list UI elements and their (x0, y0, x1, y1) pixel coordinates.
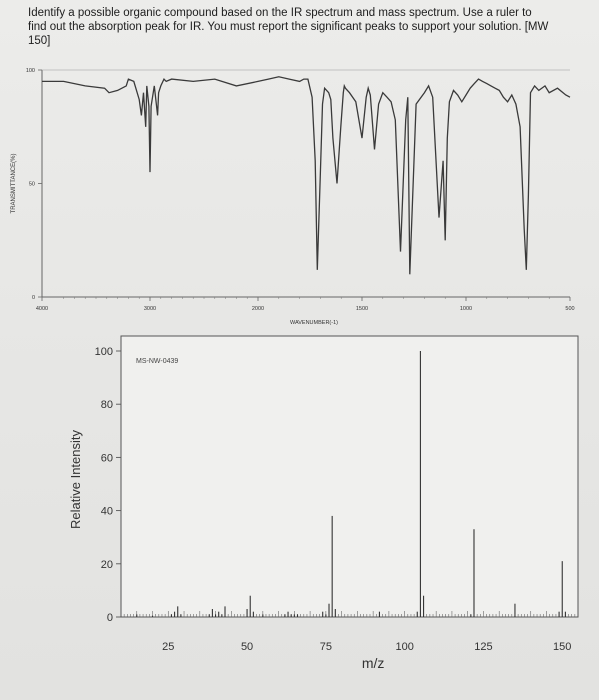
ms-y-tick-label: 80 (101, 399, 113, 411)
ms-title: MS-NW-0439 (136, 358, 178, 365)
ir-x-tick-label: 1000 (460, 306, 472, 312)
ms-y-axis-label: Relative Intensity (68, 430, 83, 529)
ms-x-tick-label: 125 (474, 641, 492, 653)
ir-y-tick-label: 50 (29, 182, 35, 188)
ms-x-axis-label: m/z (362, 655, 385, 671)
ms-plot-frame (120, 335, 579, 618)
ir-y-axis-label: TRANSMITTANCE(%) (11, 154, 17, 214)
ir-x-tick-label: 3000 (144, 306, 156, 312)
ms-x-tick-label: 100 (395, 641, 413, 653)
ir-x-tick-label: 4000 (36, 306, 48, 312)
ir-x-tick-label: 2000 (252, 306, 264, 312)
ir-y-tick-label: 0 (32, 295, 35, 301)
ir-x-tick-label: 1500 (356, 306, 368, 312)
ms-y-tick-label: 20 (101, 559, 113, 571)
ir-x-tick-label: 500 (565, 306, 574, 312)
ms-y-tick-label: 40 (101, 506, 113, 518)
ir-y-tick-label: 100 (26, 68, 35, 74)
ir-series-line (42, 76, 571, 275)
ms-x-tick-label: 25 (162, 641, 174, 653)
ms-y-tick-label: 60 (101, 452, 113, 464)
question-text: Identify a possible organic compound bas… (28, 7, 549, 47)
ms-x-tick-label: 150 (553, 641, 571, 653)
ms-x-tick-label: 75 (320, 641, 332, 653)
ms-y-tick-label: 0 (107, 612, 113, 624)
ir-x-axis-label: WAVENUMBER(-1) (290, 320, 338, 326)
ms-y-tick-label: 100 (95, 346, 113, 358)
ms-x-tick-label: 50 (241, 641, 253, 653)
